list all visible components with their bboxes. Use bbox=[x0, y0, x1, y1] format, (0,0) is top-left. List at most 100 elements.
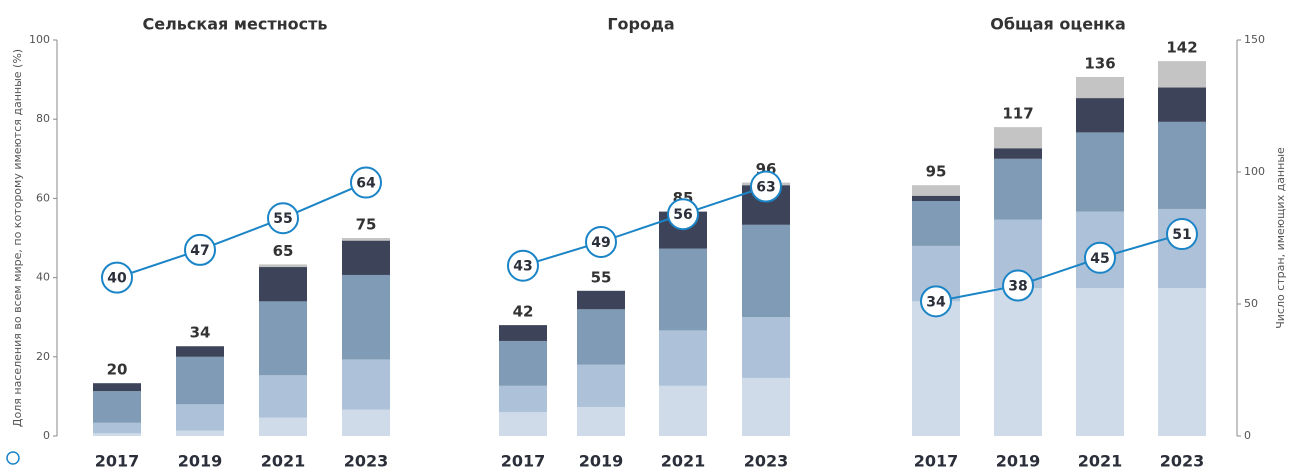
bar-segment bbox=[742, 224, 790, 318]
point-label: 51 bbox=[1172, 227, 1191, 243]
bar-total: 55 bbox=[591, 268, 612, 286]
bar-segment bbox=[1076, 132, 1124, 212]
bar-segment bbox=[912, 185, 960, 196]
bar-total: 117 bbox=[1002, 105, 1033, 123]
x-tick-label: 2021 bbox=[1078, 452, 1123, 470]
y-tick-label: 100 bbox=[29, 33, 50, 46]
y-tick-label: 20 bbox=[36, 350, 50, 363]
y-tick-label: 40 bbox=[36, 271, 50, 284]
x-tick-label: 2017 bbox=[95, 452, 140, 470]
x-tick-label: 2017 bbox=[914, 452, 959, 470]
bar-segment bbox=[577, 309, 625, 365]
line-point bbox=[1002, 269, 1034, 302]
y2-tick-label: 100 bbox=[1244, 165, 1265, 178]
y-tick-label: 60 bbox=[36, 191, 50, 204]
bar-segment bbox=[342, 409, 390, 436]
line bbox=[116, 181, 367, 279]
bar-segment bbox=[259, 301, 307, 376]
bar-segment bbox=[742, 377, 790, 436]
bar-segment bbox=[577, 406, 625, 436]
x-tick-label: 2021 bbox=[661, 452, 706, 470]
bar-segment bbox=[912, 201, 960, 246]
panel-title: Города bbox=[607, 15, 674, 34]
bar-segment bbox=[1158, 121, 1206, 209]
bar-segment bbox=[742, 317, 790, 378]
legend-marker bbox=[6, 451, 20, 465]
bar-segment bbox=[93, 383, 141, 392]
bar-segment bbox=[259, 417, 307, 436]
point-label: 63 bbox=[756, 180, 775, 196]
x-tick-label: 2021 bbox=[261, 452, 306, 470]
line bbox=[522, 185, 767, 267]
bar-segment bbox=[1076, 288, 1124, 436]
bar-segment bbox=[93, 433, 141, 436]
line-point bbox=[667, 198, 699, 231]
bar-segment bbox=[342, 238, 390, 241]
bar-segment bbox=[994, 148, 1042, 159]
bar-segment bbox=[994, 127, 1042, 149]
bar-segment bbox=[912, 195, 960, 202]
bar-segment bbox=[1076, 76, 1124, 99]
point-label: 64 bbox=[356, 176, 376, 192]
bar-segment bbox=[499, 385, 547, 413]
bar-segment bbox=[577, 364, 625, 407]
x-tick-label: 2017 bbox=[501, 452, 546, 470]
line-point bbox=[750, 170, 782, 203]
bar-total: 42 bbox=[513, 303, 534, 321]
bar-segment bbox=[176, 346, 224, 357]
bar-segment bbox=[659, 248, 707, 331]
point-label: 47 bbox=[190, 243, 209, 259]
bar-total: 75 bbox=[356, 216, 377, 234]
bar-total: 20 bbox=[107, 361, 128, 379]
bar-segment bbox=[259, 267, 307, 302]
bar-segment bbox=[499, 412, 547, 436]
x-tick-label: 2019 bbox=[579, 452, 624, 470]
bar-total: 34 bbox=[190, 324, 211, 342]
point-label: 55 bbox=[273, 211, 292, 227]
y2-tick-label: 0 bbox=[1244, 429, 1251, 442]
panel-title: Общая оценка bbox=[990, 15, 1126, 34]
line-point bbox=[1084, 241, 1116, 274]
bar-segment bbox=[1076, 98, 1124, 133]
point-label: 40 bbox=[107, 271, 127, 287]
line-point bbox=[184, 233, 216, 266]
bar-segment bbox=[342, 274, 390, 360]
bar-segment bbox=[176, 404, 224, 431]
bar-segment bbox=[259, 375, 307, 418]
y2-tick-label: 150 bbox=[1244, 33, 1265, 46]
bar-segment bbox=[93, 391, 141, 423]
bar-segment bbox=[499, 340, 547, 386]
bar-segment bbox=[176, 356, 224, 405]
bar-segment bbox=[342, 240, 390, 275]
bar-segment bbox=[176, 430, 224, 436]
bar-segment bbox=[577, 290, 625, 310]
x-tick-label: 2023 bbox=[744, 452, 789, 470]
bar-segment bbox=[1158, 288, 1206, 436]
y2-tick-label: 50 bbox=[1244, 297, 1258, 310]
y-tick-label: 80 bbox=[36, 112, 50, 125]
bar-total: 95 bbox=[926, 163, 947, 181]
bar-segment bbox=[994, 158, 1042, 220]
point-label: 56 bbox=[673, 207, 692, 223]
point-label: 49 bbox=[591, 235, 610, 251]
bar-segment bbox=[93, 422, 141, 434]
line-point bbox=[920, 285, 952, 318]
y-tick-label: 0 bbox=[43, 429, 50, 442]
panel-title: Сельская местность bbox=[142, 15, 327, 34]
bar-segment bbox=[659, 385, 707, 436]
bar-total: 142 bbox=[1166, 39, 1197, 57]
point-label: 45 bbox=[1090, 251, 1109, 267]
point-label: 38 bbox=[1008, 279, 1027, 295]
bar-segment bbox=[1158, 87, 1206, 122]
x-tick-label: 2023 bbox=[1160, 452, 1205, 470]
y-axis-title: Доля населения во всем мире, по которому… bbox=[11, 49, 24, 427]
bar-total: 136 bbox=[1084, 54, 1115, 72]
line bbox=[935, 233, 1183, 303]
x-tick-label: 2023 bbox=[344, 452, 389, 470]
x-tick-label: 2019 bbox=[996, 452, 1041, 470]
x-tick-label: 2019 bbox=[178, 452, 223, 470]
line-point bbox=[267, 202, 299, 235]
bar-segment bbox=[259, 264, 307, 268]
line-point bbox=[507, 249, 539, 282]
